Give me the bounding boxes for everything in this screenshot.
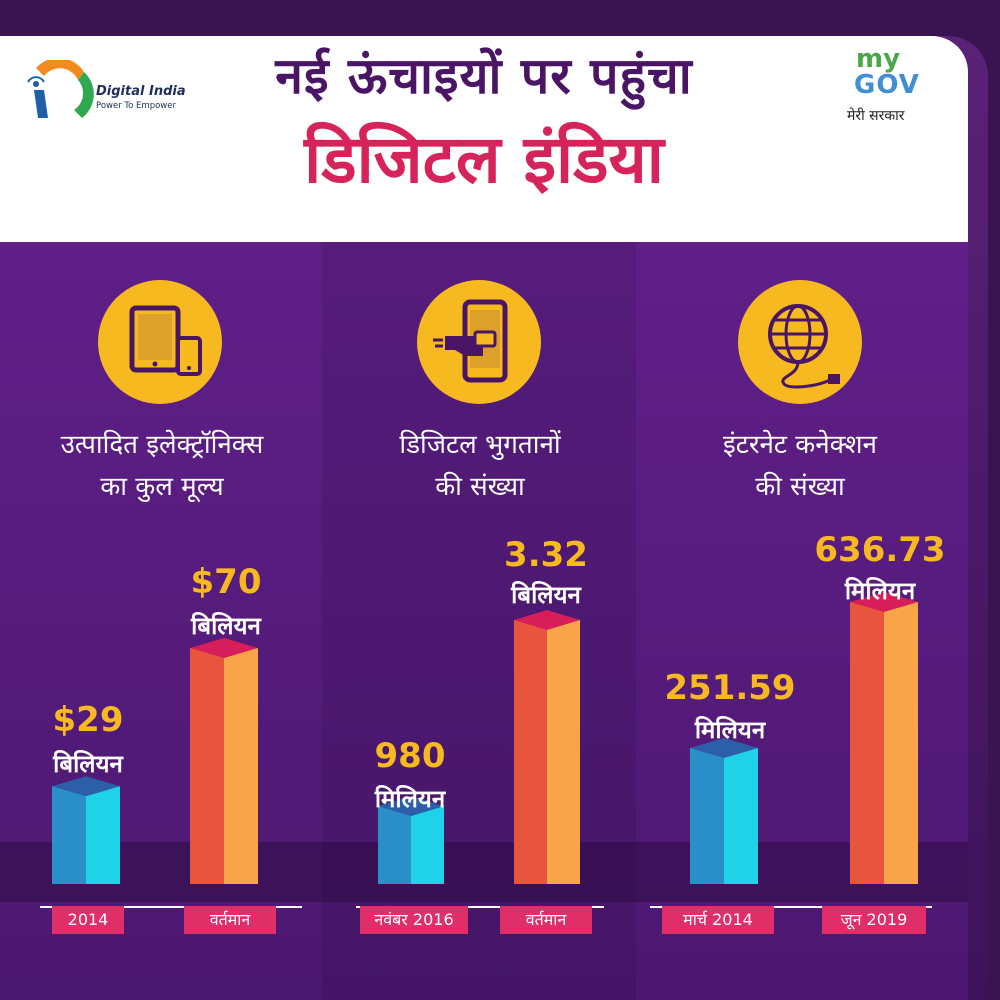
bar	[52, 776, 120, 884]
bar-face-right	[884, 602, 918, 884]
axis-baseline	[650, 906, 932, 908]
data-label-unit: मिलियन	[844, 577, 916, 605]
data-label-value: $70	[190, 562, 262, 602]
data-label-value: 251.59	[664, 668, 796, 708]
tablet-phone-icon	[98, 280, 222, 404]
header-card	[0, 36, 968, 242]
mygov-logo-gov: GOV	[854, 70, 920, 100]
tick-label: जून 2019	[822, 906, 926, 934]
bar	[690, 738, 758, 884]
bar-face-left	[190, 648, 224, 884]
axis-baseline	[40, 906, 302, 908]
data-label-value: 980	[374, 736, 446, 776]
bar-face-right	[224, 648, 258, 884]
bar-cap	[514, 610, 580, 630]
bar-cap	[850, 592, 918, 612]
bar-face-left	[52, 786, 86, 884]
panel-title-electronics-line1: उत्पादित इलेक्ट्रॉनिक्स	[60, 430, 264, 460]
bar	[190, 638, 258, 884]
digital-india-emblem-icon	[27, 60, 94, 118]
bar-face-left	[850, 602, 884, 884]
panel-title-electronics-line2: का कुल मूल्य	[100, 472, 224, 502]
panel-title-internet-line2: की संख्या	[755, 472, 845, 502]
data-label-unit: बिलियन	[191, 612, 261, 640]
axis-baseline	[356, 906, 604, 908]
bar-cap	[190, 638, 258, 658]
bar-face-right	[547, 620, 580, 884]
floor-band	[0, 842, 968, 902]
data-label-unit: मिलियन	[694, 716, 766, 744]
tick-label: नवंबर 2016	[360, 906, 468, 934]
bar-face-left	[690, 748, 724, 884]
digital-india-tagline: Power To Empower	[96, 101, 176, 111]
data-label-unit: मिलियन	[374, 785, 446, 813]
mygov-logo-subtitle: मेरी सरकार	[847, 108, 905, 124]
globe-cable-icon	[738, 280, 862, 404]
tick-label: वर्तमान	[500, 906, 592, 934]
tick-label: 2014	[52, 906, 124, 934]
data-label-value: $29	[52, 700, 124, 740]
data-label-unit: बिलियन	[511, 581, 581, 609]
bar-cap	[378, 796, 444, 817]
bar-cap	[690, 738, 758, 758]
bar-face-right	[411, 806, 444, 884]
digital-india-logo	[27, 60, 94, 118]
panel-title-payments-line1: डिजिटल भुगतानों	[399, 430, 561, 460]
data-label-value: 3.32	[504, 535, 588, 575]
panel-title-electronics: उत्पादित इलेक्ट्रॉनिक्स का कुल मूल्य	[12, 424, 312, 508]
title-line-1: नई ऊंचाइयों पर पहुंचा	[275, 47, 693, 105]
mygov-logo-my: my	[856, 44, 901, 74]
data-label-value: 636.73	[814, 530, 946, 570]
panel-title-internet: इंटरनेट कनेक्शन की संख्या	[650, 424, 950, 508]
title-line-2: डिजिटल इंडिया	[304, 121, 664, 198]
data-label-unit: बिलियन	[53, 750, 123, 778]
bar-cap	[52, 776, 120, 797]
bar-face-right	[86, 786, 120, 884]
tick-label: मार्च 2014	[662, 906, 774, 934]
mobile-payment-icon	[417, 280, 541, 404]
panel-title-internet-line1: इंटरनेट कनेक्शन	[723, 430, 877, 460]
bar-face-right	[724, 748, 758, 884]
digital-india-name: Digital India	[96, 84, 186, 99]
bar-face-left	[514, 620, 547, 884]
panel-title-payments-line2: की संख्या	[435, 472, 525, 502]
panel-title-payments: डिजिटल भुगतानों की संख्या	[330, 424, 630, 508]
tick-label: वर्तमान	[184, 906, 276, 934]
bar	[850, 592, 918, 884]
bar	[514, 610, 580, 884]
bar	[378, 796, 444, 884]
bar-face-left	[378, 806, 411, 884]
